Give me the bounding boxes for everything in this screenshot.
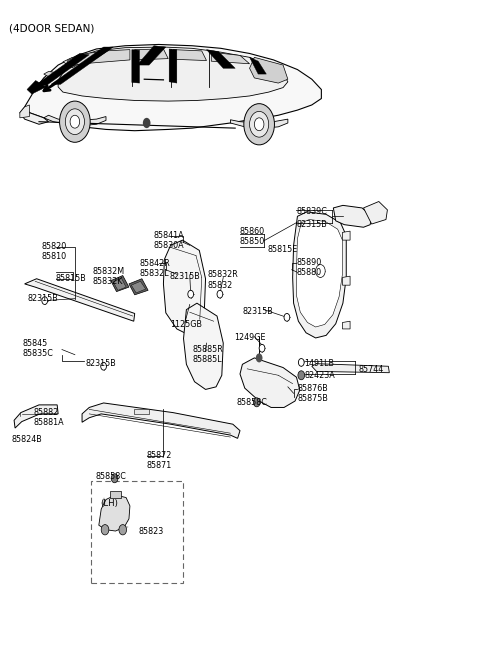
Polygon shape bbox=[99, 495, 130, 531]
Text: 85858C: 85858C bbox=[96, 473, 126, 481]
Polygon shape bbox=[24, 279, 135, 321]
Text: 85842R
85832L: 85842R 85832L bbox=[140, 259, 170, 278]
Text: 82315B: 82315B bbox=[86, 359, 117, 368]
Polygon shape bbox=[163, 240, 205, 335]
Circle shape bbox=[299, 359, 304, 366]
Polygon shape bbox=[113, 278, 126, 290]
Circle shape bbox=[188, 290, 193, 298]
Polygon shape bbox=[20, 105, 29, 118]
Polygon shape bbox=[363, 201, 387, 224]
Text: 85815B: 85815B bbox=[56, 274, 86, 283]
Text: 85823: 85823 bbox=[139, 527, 164, 536]
Polygon shape bbox=[297, 219, 342, 327]
Text: 1125GB: 1125GB bbox=[170, 320, 203, 329]
Circle shape bbox=[65, 109, 84, 135]
Circle shape bbox=[101, 362, 107, 370]
Polygon shape bbox=[110, 491, 121, 497]
Polygon shape bbox=[211, 52, 250, 64]
Text: 85876B
85875B: 85876B 85875B bbox=[298, 384, 328, 403]
Text: 85882
85881A: 85882 85881A bbox=[33, 408, 64, 427]
Polygon shape bbox=[137, 46, 166, 65]
Polygon shape bbox=[173, 50, 206, 61]
Polygon shape bbox=[206, 50, 235, 68]
Polygon shape bbox=[36, 54, 89, 86]
Text: 1491LB: 1491LB bbox=[305, 359, 335, 368]
Circle shape bbox=[217, 290, 223, 298]
Polygon shape bbox=[312, 364, 389, 373]
Polygon shape bbox=[132, 281, 146, 293]
Circle shape bbox=[316, 264, 325, 277]
Text: 85860
85850: 85860 85850 bbox=[240, 228, 265, 246]
Polygon shape bbox=[27, 81, 46, 94]
Polygon shape bbox=[333, 205, 372, 227]
Text: 82315B: 82315B bbox=[242, 307, 273, 316]
Text: 85890
85880: 85890 85880 bbox=[297, 257, 322, 277]
Polygon shape bbox=[51, 47, 113, 84]
Text: 85872
85871: 85872 85871 bbox=[147, 451, 172, 470]
Polygon shape bbox=[250, 57, 266, 74]
Polygon shape bbox=[132, 50, 140, 83]
Text: 1249GE: 1249GE bbox=[234, 333, 265, 342]
Polygon shape bbox=[129, 279, 148, 295]
Text: 82315B: 82315B bbox=[169, 272, 200, 281]
Text: 85824B: 85824B bbox=[11, 435, 42, 444]
Polygon shape bbox=[44, 72, 58, 77]
Polygon shape bbox=[44, 115, 106, 126]
Polygon shape bbox=[183, 303, 223, 390]
Text: 85832R
85832: 85832R 85832 bbox=[207, 270, 238, 290]
Text: 85820
85810: 85820 85810 bbox=[41, 242, 67, 261]
Polygon shape bbox=[14, 405, 58, 428]
Polygon shape bbox=[58, 47, 288, 101]
Polygon shape bbox=[342, 231, 350, 240]
Circle shape bbox=[298, 371, 305, 380]
Text: 85845
85835C: 85845 85835C bbox=[22, 339, 53, 358]
Polygon shape bbox=[111, 275, 129, 292]
Text: 85858C: 85858C bbox=[236, 398, 267, 407]
Circle shape bbox=[60, 101, 90, 143]
Polygon shape bbox=[24, 45, 322, 131]
Circle shape bbox=[70, 115, 80, 128]
Text: 82315B: 82315B bbox=[297, 220, 327, 229]
Polygon shape bbox=[68, 50, 130, 66]
Polygon shape bbox=[342, 321, 350, 329]
Circle shape bbox=[42, 297, 48, 304]
Text: 85839C: 85839C bbox=[297, 207, 327, 216]
Polygon shape bbox=[169, 49, 177, 83]
Circle shape bbox=[250, 112, 269, 137]
Polygon shape bbox=[63, 57, 82, 68]
Text: 85744: 85744 bbox=[359, 365, 384, 374]
Text: 85832M
85832K: 85832M 85832K bbox=[93, 267, 125, 286]
Polygon shape bbox=[342, 276, 350, 285]
Polygon shape bbox=[240, 358, 300, 408]
Text: (4DOOR SEDAN): (4DOOR SEDAN) bbox=[9, 23, 95, 34]
Circle shape bbox=[119, 524, 127, 535]
Bar bbox=[91, 481, 182, 582]
Circle shape bbox=[253, 398, 260, 407]
Circle shape bbox=[256, 353, 263, 362]
Text: 82315B: 82315B bbox=[27, 294, 58, 303]
Text: 82423A: 82423A bbox=[305, 371, 336, 380]
Polygon shape bbox=[20, 107, 48, 124]
Circle shape bbox=[143, 118, 151, 128]
Circle shape bbox=[254, 118, 264, 131]
Circle shape bbox=[101, 524, 109, 535]
Polygon shape bbox=[230, 119, 288, 128]
Polygon shape bbox=[250, 57, 288, 83]
Circle shape bbox=[111, 473, 118, 482]
Polygon shape bbox=[134, 409, 149, 414]
Text: 85841A
85830A: 85841A 85830A bbox=[154, 231, 184, 250]
Polygon shape bbox=[293, 212, 346, 338]
Polygon shape bbox=[82, 403, 240, 439]
Circle shape bbox=[244, 104, 275, 145]
Text: (LH): (LH) bbox=[100, 499, 118, 508]
Text: 85815E: 85815E bbox=[268, 245, 298, 254]
Polygon shape bbox=[135, 49, 168, 60]
Text: 85885R
85885L: 85885R 85885L bbox=[192, 344, 223, 364]
Circle shape bbox=[284, 313, 290, 321]
Circle shape bbox=[259, 344, 265, 352]
